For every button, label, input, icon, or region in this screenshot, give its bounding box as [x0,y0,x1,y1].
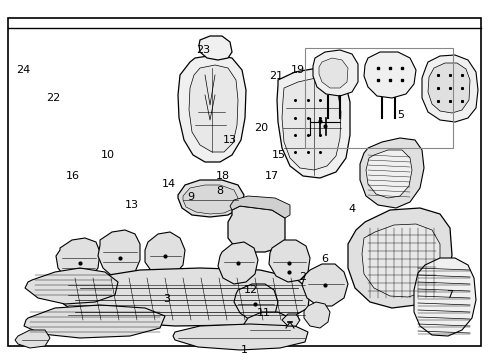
Polygon shape [58,268,309,326]
Polygon shape [24,305,164,338]
Polygon shape [98,230,140,278]
Polygon shape [318,58,347,88]
Text: 2: 2 [299,272,306,282]
Polygon shape [178,55,245,162]
Text: 9: 9 [187,192,194,202]
Text: 11: 11 [257,308,270,318]
Text: 13: 13 [223,135,236,145]
Text: 16: 16 [65,171,79,181]
Text: 22: 22 [45,93,60,103]
Bar [305,48,452,148]
Polygon shape [359,138,423,208]
Polygon shape [145,232,184,278]
Polygon shape [304,302,329,328]
Text: 7: 7 [446,290,452,300]
Text: 14: 14 [162,179,175,189]
Polygon shape [178,180,244,217]
Text: 17: 17 [264,171,278,181]
Polygon shape [25,268,118,304]
Text: 24: 24 [16,65,31,75]
Polygon shape [427,63,469,113]
Text: 23: 23 [196,45,209,55]
Polygon shape [363,52,415,98]
Polygon shape [189,65,238,152]
Polygon shape [234,284,278,320]
Text: 10: 10 [101,150,114,160]
Text: 8: 8 [216,186,223,196]
Text: 20: 20 [254,123,268,133]
Polygon shape [268,240,309,282]
Text: 13: 13 [125,200,139,210]
Polygon shape [361,224,439,297]
Text: 6: 6 [321,254,328,264]
Polygon shape [218,242,258,284]
Polygon shape [413,258,475,336]
Polygon shape [312,50,357,96]
Polygon shape [347,208,451,308]
Polygon shape [229,196,289,218]
Polygon shape [282,78,340,170]
Polygon shape [183,185,238,214]
Text: 5: 5 [397,110,404,120]
Polygon shape [282,314,299,326]
Polygon shape [365,150,411,198]
Polygon shape [302,264,347,306]
Polygon shape [56,238,100,282]
Polygon shape [421,55,477,122]
Text: 3: 3 [163,294,169,304]
Text: 4: 4 [348,204,355,214]
Polygon shape [244,312,294,345]
Polygon shape [276,68,349,178]
Text: 1: 1 [241,345,247,355]
Polygon shape [173,324,307,350]
Text: 12: 12 [244,285,257,295]
Text: 21: 21 [269,71,283,81]
Text: 18: 18 [215,171,229,181]
Polygon shape [227,206,285,252]
Polygon shape [15,330,50,348]
Text: 19: 19 [291,65,305,75]
Text: 15: 15 [271,150,285,160]
Polygon shape [199,36,231,60]
